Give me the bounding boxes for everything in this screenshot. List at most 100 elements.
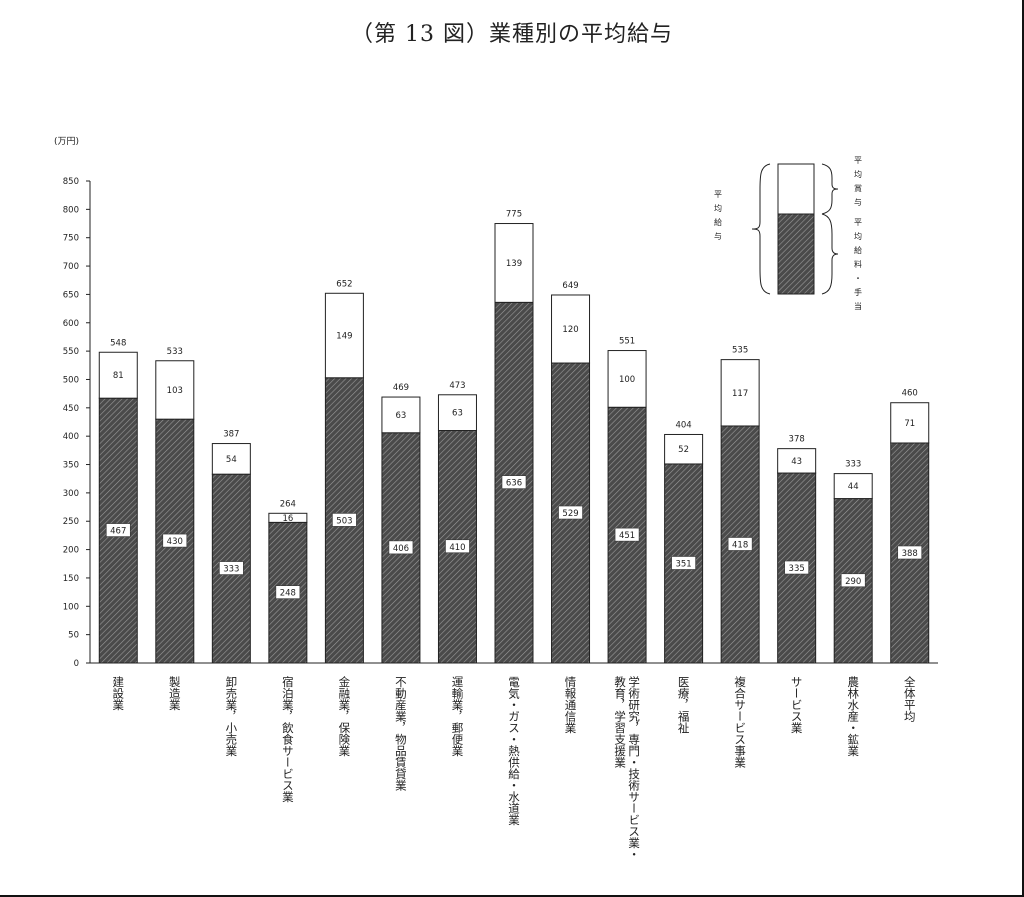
total-value-label: 533 — [167, 347, 183, 357]
bar-group: 503 149 652 — [324, 279, 364, 664]
x-category-label: 複合サービス事業 — [733, 675, 747, 768]
y-tick-label: 400 — [63, 432, 79, 442]
bonus-value-label: 139 — [506, 259, 522, 269]
y-tick-label: 450 — [63, 404, 79, 414]
y-tick-label: 750 — [63, 234, 79, 244]
bar-bonus — [437, 394, 477, 432]
bonus-value-label: 71 — [904, 419, 915, 429]
bar-bonus — [324, 292, 364, 379]
y-tick-label: 500 — [63, 375, 79, 385]
salary-label-box — [162, 533, 188, 548]
y-tick-label: 150 — [63, 574, 79, 584]
x-category-label: 電気・ガス・熱供給・水道業 — [507, 676, 521, 826]
bonus-value-label: 117 — [732, 389, 748, 399]
bonus-value-label: 16 — [282, 514, 293, 524]
bonus-value-label: 43 — [791, 457, 802, 467]
salary-value-label: 529 — [562, 509, 578, 519]
total-value-label: 333 — [845, 460, 861, 470]
y-tick-label: 200 — [63, 546, 79, 556]
y-tick-label: 250 — [63, 517, 79, 527]
salary-value-label: 636 — [506, 479, 522, 489]
bar-group: 430 103 533 — [155, 347, 195, 664]
salary-label-box — [897, 545, 923, 560]
salary-value-label: 418 — [732, 540, 748, 550]
total-value-label: 551 — [619, 337, 635, 347]
bar-bonus — [494, 223, 534, 303]
salary-value-label: 467 — [110, 527, 126, 537]
x-category-label: 情報通信業 — [564, 676, 578, 734]
total-value-label: 378 — [789, 435, 805, 445]
bar-group: 388 71 460 — [890, 389, 930, 664]
bonus-value-label: 63 — [452, 409, 463, 419]
bar-salary — [833, 498, 873, 664]
bar-bonus — [268, 512, 308, 523]
bar-bonus — [890, 402, 930, 444]
x-category-label: 金融業，保険業 — [337, 675, 351, 756]
legend-total-label: 平均給与 — [714, 190, 723, 246]
bonus-value-label: 44 — [848, 482, 859, 492]
bars-group: 467 81 548 430 103 533 333 54 387 248 16 264 503 149 6… — [98, 210, 930, 664]
y-axis-unit: (万円) — [54, 136, 79, 147]
legend-total-brace — [751, 163, 771, 295]
total-value-label: 387 — [223, 430, 239, 440]
salary-label-box — [388, 540, 414, 555]
x-category-label: 学術研究，専門・技術サービス業・ — [627, 675, 641, 860]
salary-value-label: 333 — [223, 565, 239, 575]
x-category-label: 卸売業，小売業 — [224, 675, 238, 756]
total-value-label: 548 — [110, 338, 126, 348]
x-category-label: 全体平均 — [903, 675, 917, 723]
bar-group: 335 43 378 — [777, 435, 817, 664]
bar-group: 351 52 404 — [664, 420, 704, 664]
bonus-value-label: 100 — [619, 375, 635, 385]
bar-group: 529 120 649 — [551, 281, 591, 664]
salary-value-label: 388 — [902, 549, 918, 559]
bar-group: 418 117 535 — [720, 346, 760, 664]
y-tick-label: 850 — [63, 177, 79, 187]
y-tick-label: 700 — [63, 262, 79, 272]
bar-bonus — [607, 350, 647, 408]
x-axis-labels: 建設業 製造業 卸売業，小売業 宿泊業，飲食サービス業 金融業，保険業 不動産業，物品賃貸… — [111, 675, 916, 860]
total-value-label: 469 — [393, 383, 409, 393]
bonus-value-label: 103 — [167, 386, 183, 396]
bar-group: 451 100 551 — [607, 337, 647, 664]
y-tick-label: 800 — [63, 205, 79, 215]
bonus-value-label: 149 — [336, 332, 352, 342]
total-value-label: 649 — [562, 281, 578, 291]
bonus-value-label: 63 — [396, 411, 407, 421]
bar-group: 406 63 469 — [381, 383, 421, 664]
legend-salary-brace — [821, 213, 839, 295]
bar-group: 467 81 548 — [98, 338, 138, 664]
y-tick-label: 100 — [63, 602, 79, 612]
salary-label-box — [219, 561, 244, 575]
salary-value-label: 430 — [167, 537, 183, 547]
salary-label-box — [445, 539, 470, 554]
x-category-label: 教育，学習支援業 — [613, 675, 627, 768]
chart-title: （第 13 図）業種別の平均給与 — [351, 22, 673, 47]
bar-group: 636 139 775 — [494, 210, 534, 664]
bar-bonus — [664, 433, 704, 465]
salary-label-box — [671, 556, 696, 570]
x-category-label: 宿泊業，飲食サービス業 — [281, 675, 295, 802]
legend-bonus-label: 平均賞与 — [854, 156, 863, 212]
bar-bonus — [777, 448, 817, 474]
salary-value-label: 410 — [449, 543, 465, 553]
salary-value-label: 335 — [789, 564, 805, 574]
bonus-value-label: 52 — [678, 445, 689, 455]
total-value-label: 264 — [280, 499, 296, 509]
total-value-label: 473 — [449, 381, 465, 391]
salary-label-box — [727, 537, 753, 551]
bar-bonus — [551, 294, 591, 364]
salary-label-box — [501, 475, 527, 489]
total-value-label: 775 — [506, 210, 522, 220]
bar-bonus — [833, 473, 873, 500]
salary-label-box — [840, 573, 866, 588]
salary-label-box — [105, 523, 131, 537]
bar-bonus — [98, 351, 138, 399]
bar-group: 290 44 333 — [833, 460, 873, 664]
total-value-label: 535 — [732, 346, 748, 356]
salary-label-box — [614, 527, 640, 542]
bar-group: 333 54 387 — [211, 430, 251, 664]
bar-bonus — [155, 360, 195, 420]
